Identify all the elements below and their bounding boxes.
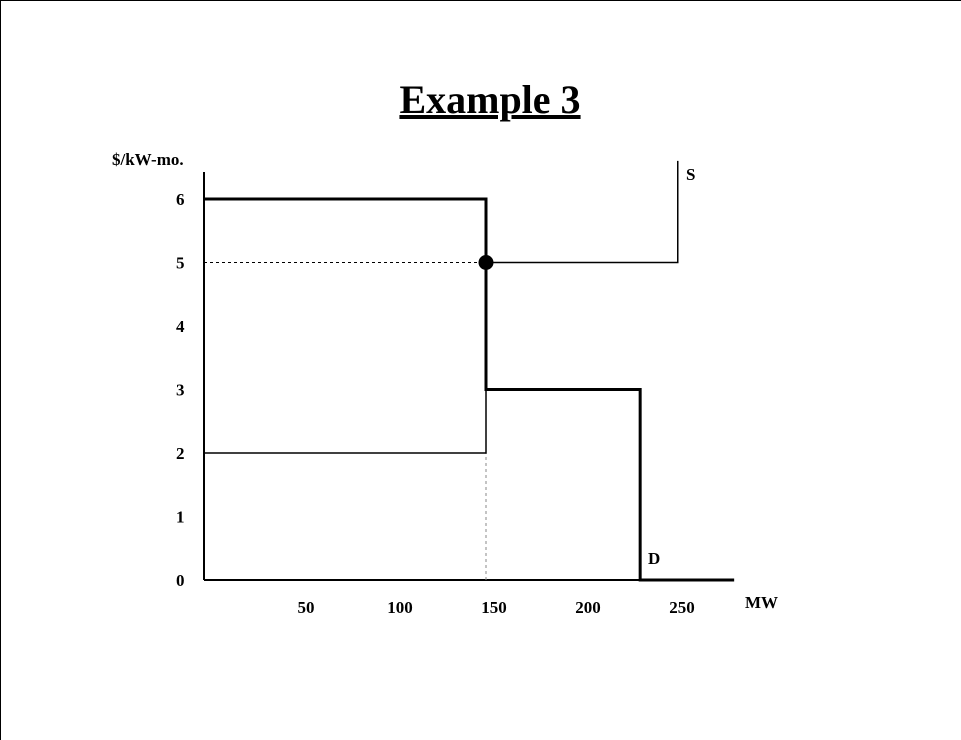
equilibrium-point xyxy=(478,255,494,270)
x-tick-label: 50 xyxy=(298,598,315,617)
y-tick-label: 2 xyxy=(176,444,185,463)
y-tick-label: 6 xyxy=(176,190,185,209)
x-tick-label: 150 xyxy=(481,598,507,617)
series-line-d xyxy=(204,197,735,582)
x-tick-label: 100 xyxy=(387,598,413,617)
x-tick-label: 250 xyxy=(669,598,695,617)
y-tick-label: 1 xyxy=(176,508,185,527)
x-tick-label: 200 xyxy=(575,598,601,617)
series-line-s xyxy=(204,160,679,454)
series-label-s: S xyxy=(686,165,695,184)
y-tick-label: 0 xyxy=(176,571,185,590)
y-tick-label: 4 xyxy=(176,317,185,336)
y-tick-label: 3 xyxy=(176,381,185,400)
y-tick-label: 5 xyxy=(176,254,185,273)
y-axis-label: $/kW-mo. xyxy=(112,150,184,169)
x-axis-label: MW xyxy=(745,593,778,612)
series-label-d: D xyxy=(648,549,660,568)
chart-title: Example 3 xyxy=(399,77,581,122)
